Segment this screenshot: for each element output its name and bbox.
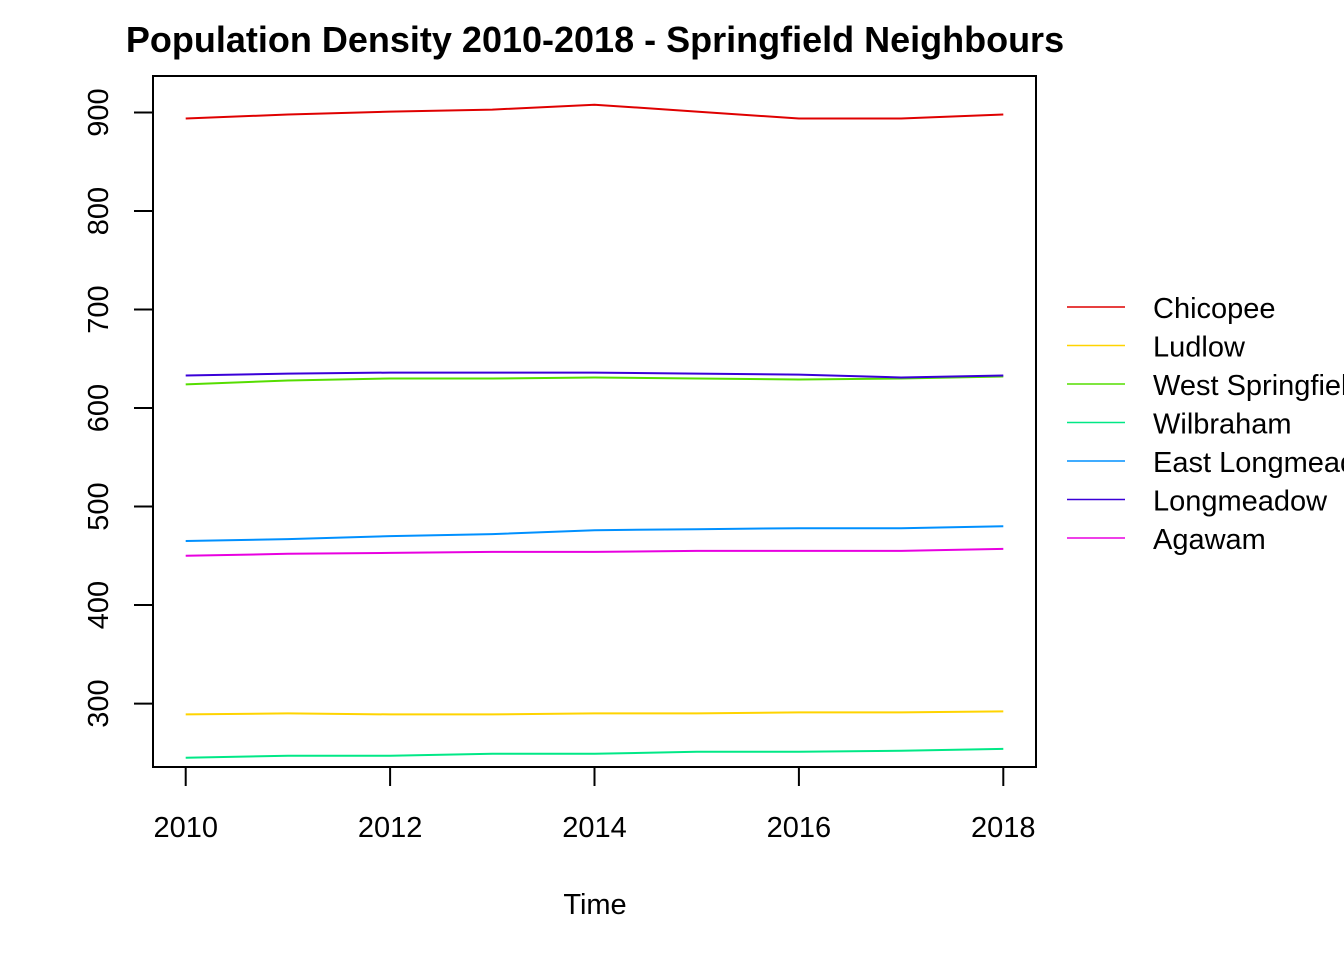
y-axis: 300 400 500 600 700 800 900 xyxy=(83,88,154,728)
y-tick-label-4: 700 xyxy=(83,285,115,333)
legend-label-4: East Longmeadow xyxy=(1153,447,1344,479)
x-tick-label-2: 2014 xyxy=(562,812,627,844)
legend-label-3: Wilbraham xyxy=(1153,409,1292,441)
x-tick-label-0: 2010 xyxy=(153,812,218,844)
x-tick-label-4: 2018 xyxy=(971,812,1036,844)
series-layer xyxy=(185,103,1004,759)
legend-label-1: Ludlow xyxy=(1153,332,1246,364)
chart-title: Population Density 2010-2018 - Springfie… xyxy=(126,19,1064,60)
y-tick-label-5: 800 xyxy=(83,187,115,235)
x-axis-label: Time xyxy=(563,889,626,921)
y-tick-label-2: 500 xyxy=(83,482,115,530)
x-tick-label-3: 2016 xyxy=(767,812,832,844)
legend-label-6: Agawam xyxy=(1153,524,1266,556)
series-line-3 xyxy=(185,747,1004,759)
series-line-6 xyxy=(185,547,1004,557)
y-tick-label-0: 300 xyxy=(83,679,115,727)
series-line-1 xyxy=(185,710,1004,716)
legend-label-5: Longmeadow xyxy=(1153,486,1328,518)
x-axis: 2010 2012 2014 2016 2018 xyxy=(153,766,1036,844)
series-line-2 xyxy=(185,375,1004,386)
series-line-5 xyxy=(185,371,1004,379)
legend-label-2: West Springfield xyxy=(1153,370,1344,402)
series-line-4 xyxy=(185,525,1004,542)
legend-label-0: Chicopee xyxy=(1153,293,1276,325)
x-tick-label-1: 2012 xyxy=(358,812,423,844)
y-tick-label-1: 400 xyxy=(83,581,115,629)
plot-frame xyxy=(152,75,1037,768)
legend: Chicopee Ludlow West Springfield Wilbraham E… xyxy=(1067,293,1344,556)
y-tick-label-3: 600 xyxy=(83,384,115,432)
y-tick-label-6: 900 xyxy=(83,88,115,136)
series-line-0 xyxy=(185,103,1004,120)
